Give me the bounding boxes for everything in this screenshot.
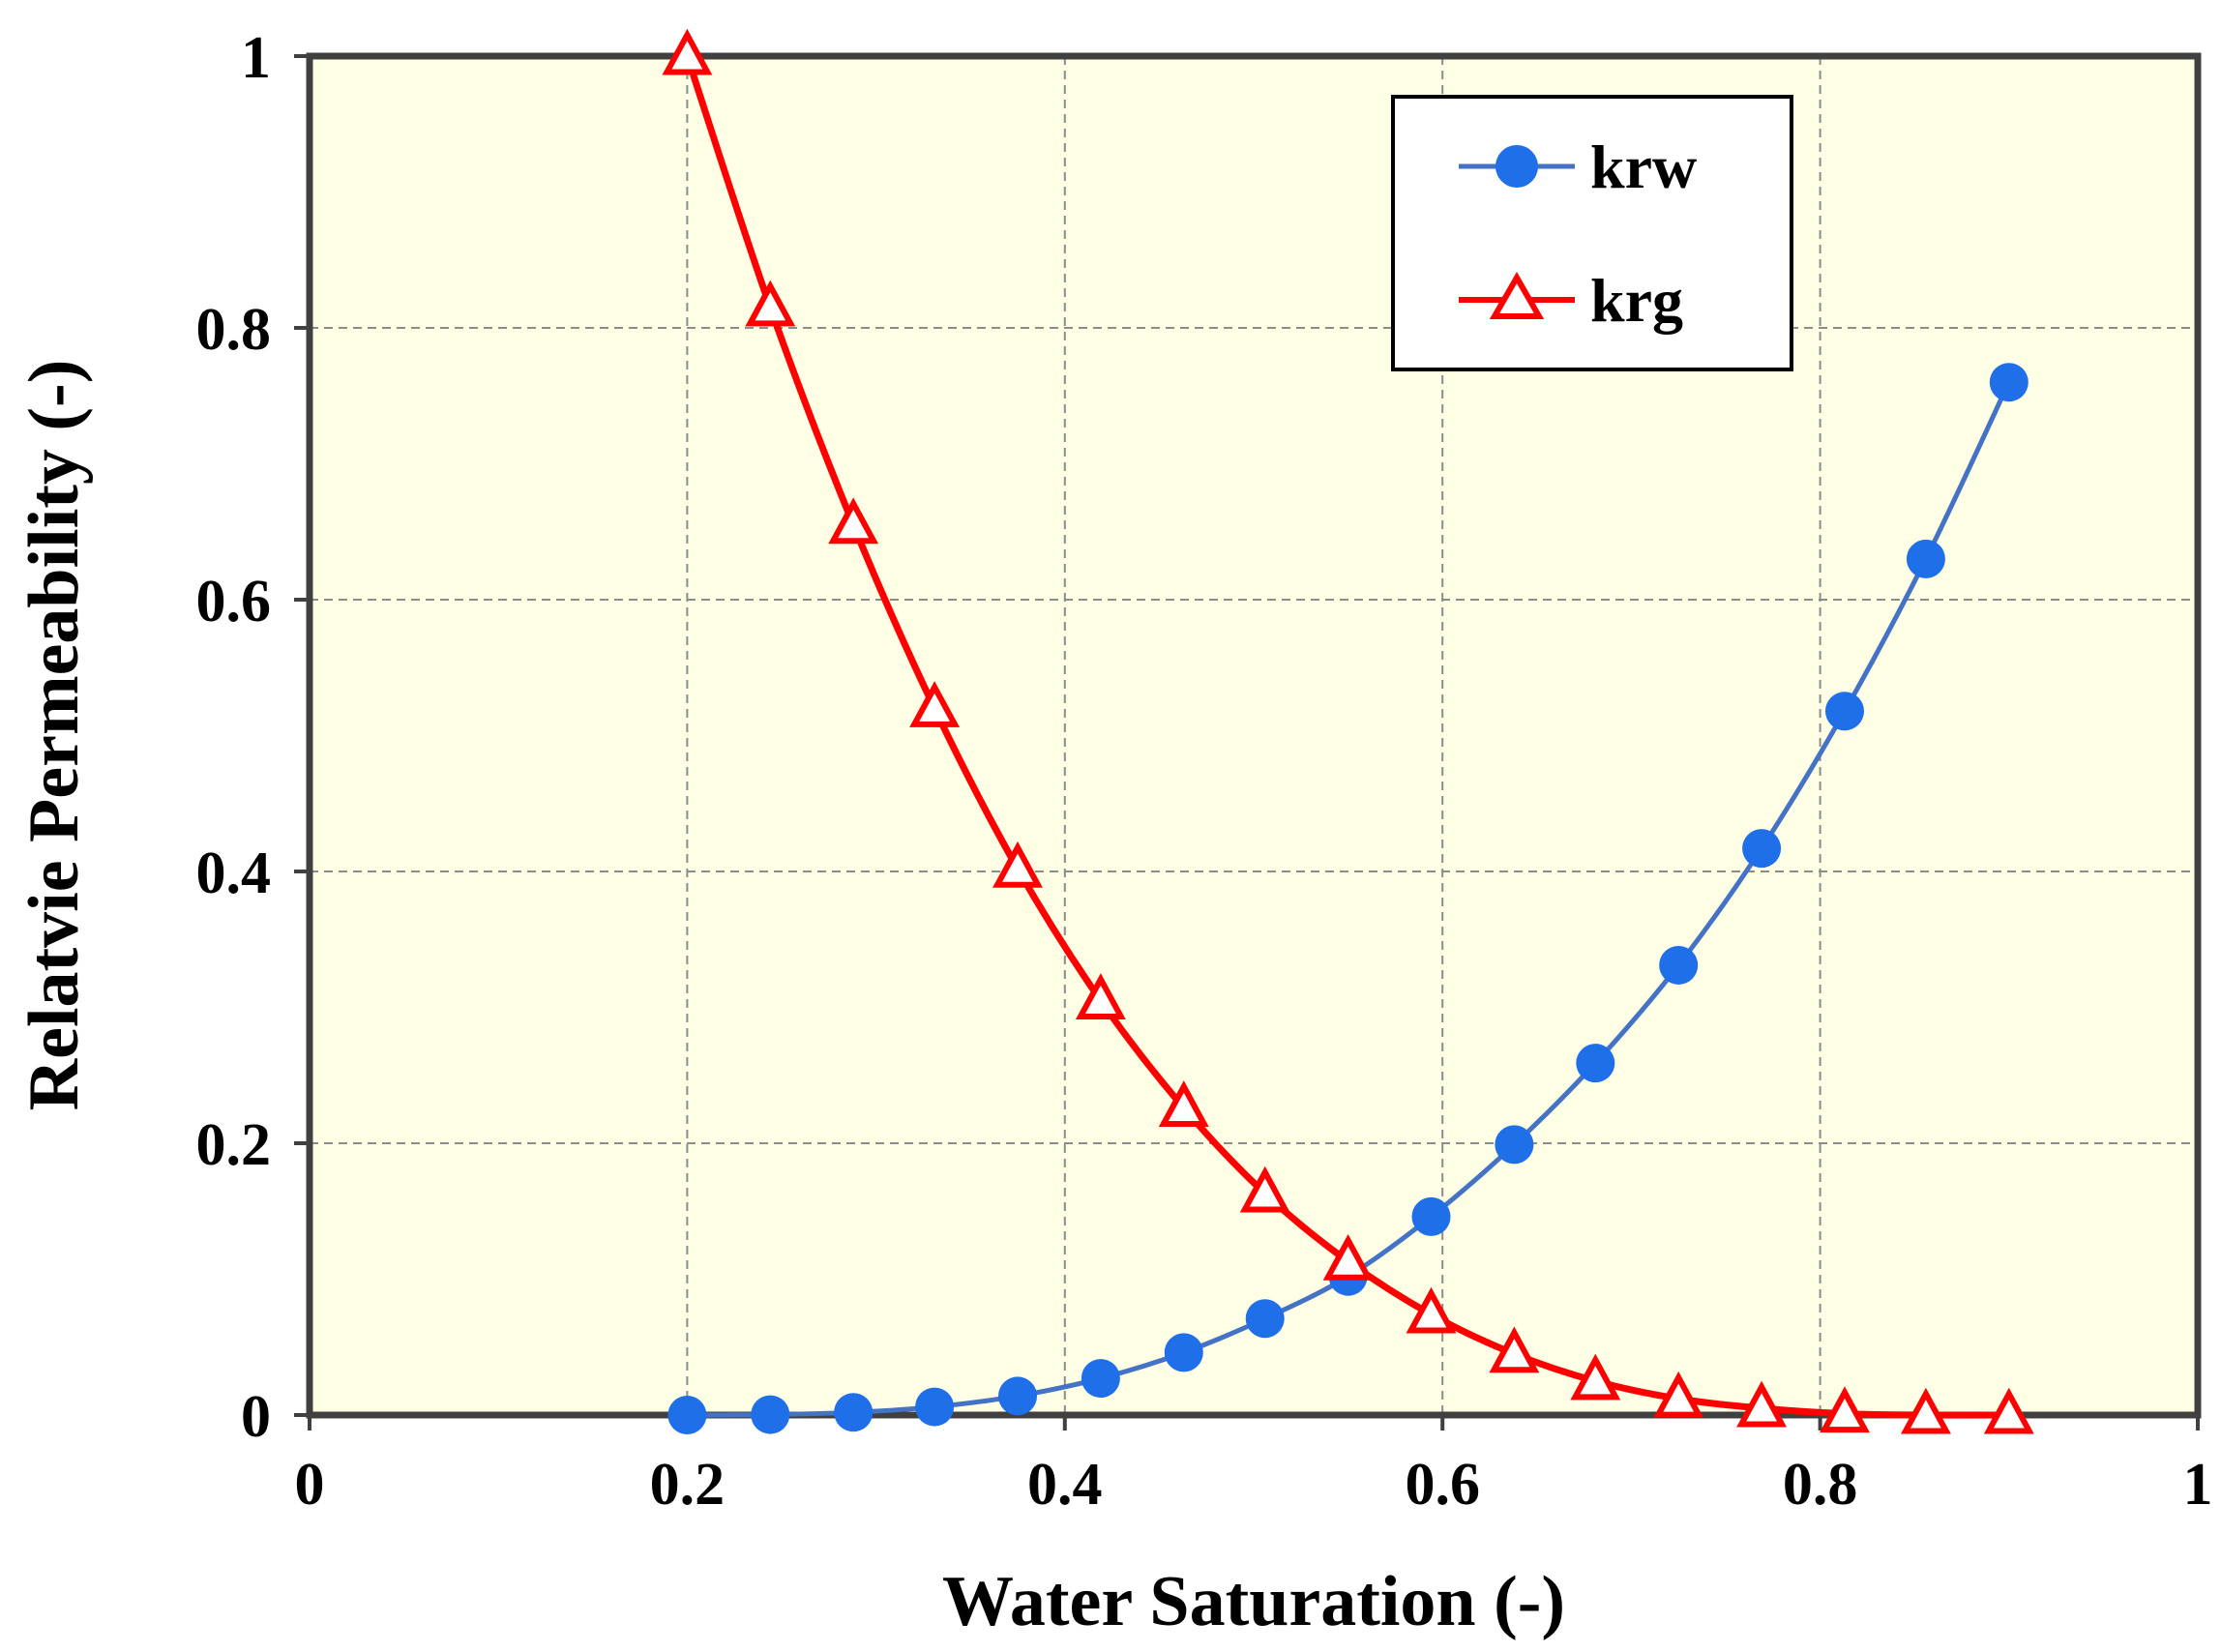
data-point-krg <box>909 681 961 727</box>
plot-border <box>306 52 2202 1419</box>
data-point-krg <box>745 280 796 327</box>
data-point-krg <box>1570 1353 1621 1401</box>
data-point-krg <box>1653 1371 1704 1418</box>
data-point-krw <box>1495 1125 1534 1165</box>
data-point-krg <box>1820 1386 1870 1433</box>
data-point-krg <box>1075 973 1126 1019</box>
x-tick-label: 0.4 <box>1027 1452 1103 1518</box>
data-point-krw <box>1659 945 1699 985</box>
data-point-krg <box>1489 1326 1540 1373</box>
legend-krw-label: krw <box>1590 133 1697 201</box>
grid-lines <box>310 56 2198 1415</box>
x-tick-label: 0.6 <box>1405 1452 1480 1518</box>
data-point-krw <box>1906 539 1945 578</box>
data-point-krw <box>667 1396 707 1434</box>
data-point-krw <box>1576 1044 1615 1083</box>
legend-krw-marker <box>1495 145 1538 188</box>
y-tick-label: 0.6 <box>196 569 272 634</box>
data-point-krw <box>1411 1196 1451 1236</box>
x-tick-label: 0.8 <box>1783 1452 1858 1518</box>
y-axis-title: Relatvie Permeability (-) <box>15 360 94 1111</box>
legend-krg-marker <box>1489 271 1545 319</box>
data-point-krg <box>1736 1380 1788 1428</box>
data-point-krw <box>1742 829 1782 869</box>
axes: 0 0.2 0.4 0.6 0.8 1 0 0.2 0.4 0.6 0.8 1 <box>196 25 2213 1518</box>
data-point-krw <box>1245 1299 1285 1339</box>
x-tick-label: 0 <box>295 1452 325 1518</box>
data-point-krg <box>1900 1387 1951 1434</box>
x-tick-label: 0.2 <box>650 1452 726 1518</box>
y-tick-label: 1 <box>241 25 271 91</box>
data-point-krg <box>1406 1286 1457 1334</box>
data-point-krw <box>1989 363 2029 402</box>
series-krg <box>662 28 2034 1434</box>
series-krw <box>667 363 2029 1434</box>
data-point-krg <box>992 841 1043 888</box>
y-tick-label: 0.2 <box>196 1112 272 1178</box>
data-point-krg <box>1322 1233 1374 1281</box>
data-point-krg <box>1983 1387 2034 1434</box>
data-point-krw <box>1164 1333 1203 1372</box>
y-tick-label: 0.4 <box>196 841 272 906</box>
data-point-krw <box>915 1387 955 1427</box>
series-layer <box>662 28 2034 1434</box>
data-point-krw <box>1824 692 1864 731</box>
data-point-krg <box>662 28 713 75</box>
data-point-krw <box>751 1395 790 1434</box>
y-tick-label: 0 <box>241 1384 271 1450</box>
data-point-krw <box>998 1376 1037 1416</box>
data-point-krw <box>1081 1359 1120 1399</box>
data-point-krw <box>834 1393 874 1432</box>
legend-box <box>1391 95 1793 371</box>
x-tick-label: 1 <box>2183 1452 2213 1518</box>
legend-krg-label: krg <box>1590 266 1683 335</box>
y-tick-label: 0.8 <box>196 297 272 363</box>
data-point-krg <box>828 497 879 545</box>
data-point-krg <box>1239 1165 1290 1213</box>
x-axis-title: Water Saturation (-) <box>942 1562 1565 1641</box>
legend: krw krg <box>1391 95 1793 371</box>
data-point-krg <box>1158 1080 1209 1127</box>
